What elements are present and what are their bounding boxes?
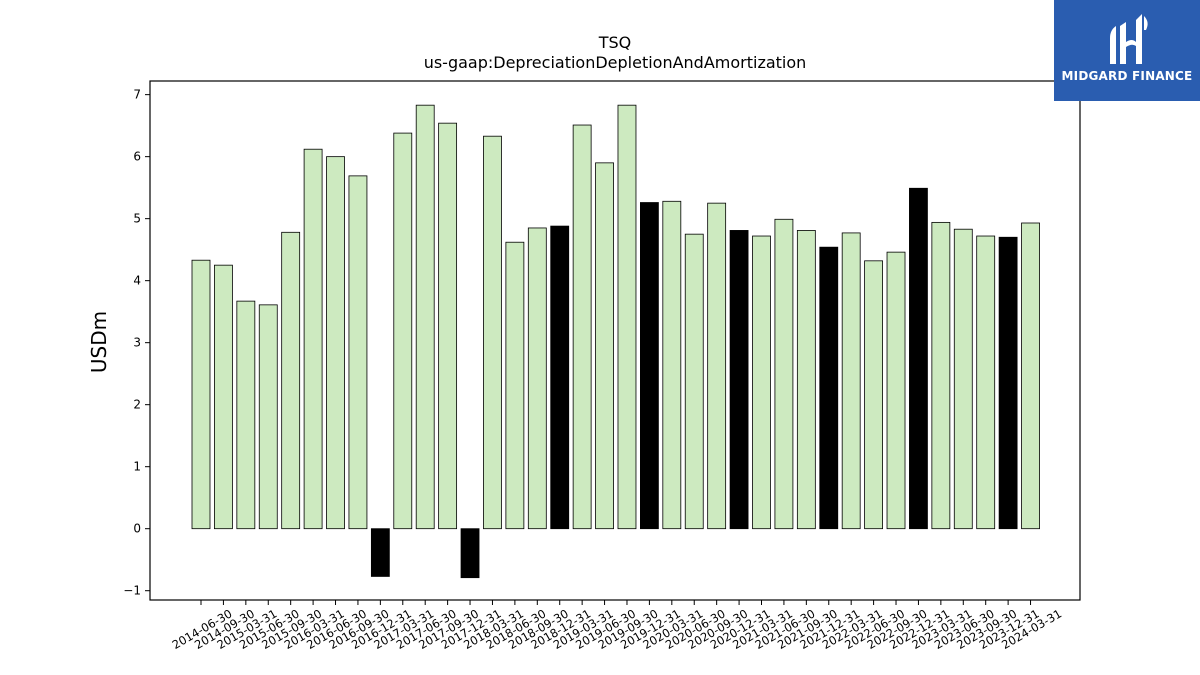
bar-2016-03-31 (303, 148, 323, 530)
bar-2018-03-31 (483, 135, 502, 530)
bar-2019-03-31 (572, 124, 592, 530)
y-tick-label: 7 (133, 88, 141, 102)
bar-2017-03-31 (393, 132, 413, 530)
bar-2023-03-31 (931, 221, 951, 530)
bar-2023-09-30 (976, 235, 996, 530)
y-tick-label: 0 (133, 522, 141, 536)
bar-2021-09-30 (796, 230, 816, 530)
y-tick-label: 6 (133, 150, 141, 164)
bar-2017-09-30 (438, 122, 458, 530)
bar-2020-03-31 (662, 200, 682, 530)
chart-subtitle: us-gaap:DepreciationDepletionAndAmortiza… (424, 53, 807, 72)
midgard-logo-icon (1110, 14, 1148, 64)
bar-2024-03-31 (1021, 222, 1040, 530)
bar-2022-06-30 (864, 260, 883, 530)
bar-2017-12-31 (460, 528, 480, 579)
bar-2020-09-30 (707, 202, 727, 530)
bar-2014-06-30 (191, 259, 211, 530)
bar-2020-06-30 (684, 233, 704, 530)
bar-2022-09-30 (886, 251, 906, 530)
bar-2018-12-31 (550, 225, 570, 530)
bar-2021-03-31 (752, 235, 771, 530)
bar-2018-09-30 (527, 227, 547, 530)
bar-2022-12-31 (909, 187, 928, 530)
bar-2021-12-31 (819, 246, 839, 530)
bar-2015-06-30 (258, 304, 278, 530)
chart-title: TSQ (598, 33, 632, 52)
bar-2019-09-30 (617, 104, 637, 530)
bar-2015-09-30 (281, 231, 301, 530)
y-axis: −1 0 1 2 3 4 5 6 7 (123, 88, 150, 598)
y-axis-label: USDm (87, 311, 111, 373)
bar-2016-09-30 (348, 175, 368, 530)
y-tick-label: 2 (133, 398, 141, 412)
brand-logo: MIDGARD FINANCE (1054, 0, 1200, 101)
bar-2017-06-30 (415, 104, 435, 530)
y-tick-label: −1 (123, 584, 141, 598)
bar-2019-12-31 (640, 202, 659, 530)
y-tick-label: 4 (133, 274, 141, 288)
bar-2021-06-30 (774, 218, 794, 530)
bar-2015-03-31 (236, 300, 256, 530)
y-tick-label: 3 (133, 336, 141, 350)
bar-2016-06-30 (326, 156, 345, 530)
bar-2016-12-31 (370, 528, 390, 577)
brand-name: MIDGARD FINANCE (1061, 69, 1193, 83)
bar-2023-12-31 (998, 236, 1018, 530)
bar-2018-06-30 (505, 241, 525, 530)
bar-2019-06-30 (595, 162, 614, 530)
plot-frame (149, 80, 1081, 601)
bar-2022-03-31 (841, 232, 861, 530)
x-axis: 2014-06-302014-09-302015-03-312015-06-30… (170, 600, 1064, 652)
bar-2023-06-30 (953, 228, 973, 530)
bars-group (191, 104, 1040, 579)
bar-2014-09-30 (214, 264, 233, 530)
y-tick-label: 5 (133, 212, 141, 226)
bar-2020-12-31 (729, 230, 749, 530)
y-tick-label: 1 (133, 460, 141, 474)
